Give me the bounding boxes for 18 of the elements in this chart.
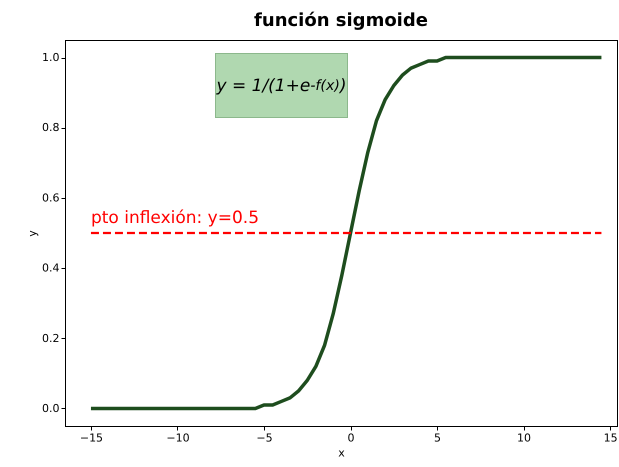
y-tick-label: 0.8: [42, 121, 60, 134]
y-tick-label: 0.6: [42, 191, 60, 204]
annotation: pto inflexión: y=0.5: [90, 208, 260, 228]
x-tick-label: 0: [348, 432, 355, 444]
line-series: [89, 56, 604, 410]
x-tick-label: −5: [256, 432, 273, 444]
chart-title: función sigmoide: [254, 10, 428, 31]
y-tick-label: 0.0: [42, 402, 60, 415]
x-tick-label: 10: [517, 432, 532, 444]
y-axis-title: y: [26, 230, 40, 237]
x-tick-label: −10: [166, 432, 190, 444]
x-tick-label: 15: [604, 432, 618, 444]
y-tick-label: 1.0: [42, 51, 60, 64]
y-tick-label: 0.4: [42, 262, 60, 275]
x-tick-label: 5: [434, 432, 442, 444]
x-tick-label: −15: [80, 432, 104, 444]
y-tick-label: 0.2: [42, 332, 60, 345]
x-axis-title: x: [338, 446, 346, 460]
